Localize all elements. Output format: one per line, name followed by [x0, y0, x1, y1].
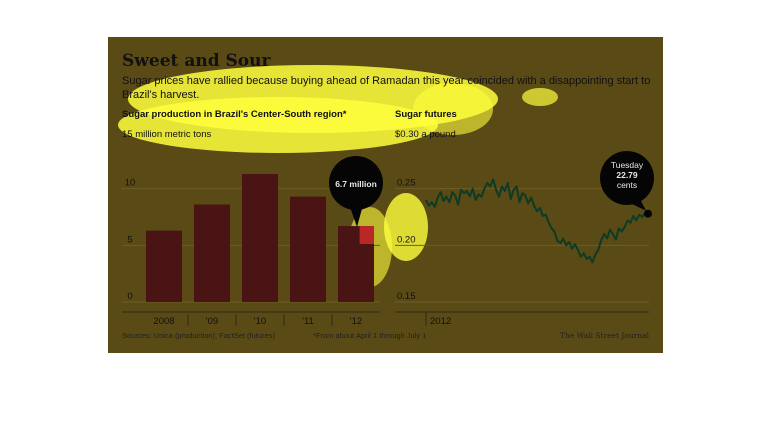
credit: The Wall Street Journal — [559, 331, 649, 340]
line-x-tick: 2012 — [430, 316, 451, 327]
bar-y-tick: 5 — [127, 234, 132, 245]
bar-x-tick: '12 — [350, 316, 362, 327]
line-annotation-text: Tuesday — [611, 160, 644, 170]
line-annotation-bubble — [600, 151, 654, 205]
chart-panel: 0 5 10 2008 '09 '10 '11 '12 6.7 million 0.15 0.20 0… — [108, 37, 663, 353]
bar-y-tick: 0 — [127, 291, 132, 302]
line-annotation-text: 22.79 — [616, 170, 638, 180]
line-y-tick: 0.25 — [397, 178, 416, 189]
line-annotation-pointer — [630, 199, 646, 211]
line-y-tick: 0.20 — [397, 234, 416, 245]
highlight-blob — [384, 193, 428, 261]
line-annotation-text: cents — [617, 180, 637, 190]
bar-chart-title: Sugar production in Brazil's Center-Sout… — [122, 109, 347, 120]
bar-x-tick: 2008 — [153, 316, 174, 327]
bar-'09 — [194, 204, 230, 302]
bar-x-tick: '10 — [254, 316, 266, 327]
chart-title: Sweet and Sour — [122, 51, 271, 71]
highlight-blob — [413, 83, 493, 135]
bar-annotation-bubble — [329, 156, 383, 210]
bar-2008 — [146, 230, 182, 302]
bar-x-tick: '11 — [302, 316, 314, 327]
highlight-overlay — [118, 65, 558, 287]
futures-series-line — [425, 178, 649, 264]
bar-y-tick: 10 — [125, 178, 136, 189]
bar-highlight-accent — [359, 226, 374, 245]
line-unit-label: $0.30 a pound — [395, 129, 456, 140]
bar-unit-label: 15 million metric tons — [122, 129, 212, 140]
sources-note: Sources: Unica (production); FactSet (fu… — [122, 331, 275, 340]
chart-svg: 0 5 10 2008 '09 '10 '11 '12 6.7 million 0.15 0.20 0… — [118, 65, 654, 327]
bar-'10 — [242, 173, 278, 302]
line-end-point — [644, 209, 652, 218]
chart-subtitle: Sugar prices have rallied because buying… — [122, 75, 651, 101]
bar-annotation-text: 6.7 million — [335, 179, 377, 189]
bar-x-tick: '09 — [206, 316, 218, 327]
highlight-blob — [522, 88, 558, 106]
footnote: *From about April 1 through July 1 — [313, 331, 427, 340]
highlight-blob — [118, 97, 438, 153]
bar-annotation-pointer — [350, 205, 363, 227]
line-y-tick: 0.15 — [397, 291, 416, 302]
bar-'11 — [290, 196, 326, 302]
line-chart-title: Sugar futures — [395, 109, 457, 120]
